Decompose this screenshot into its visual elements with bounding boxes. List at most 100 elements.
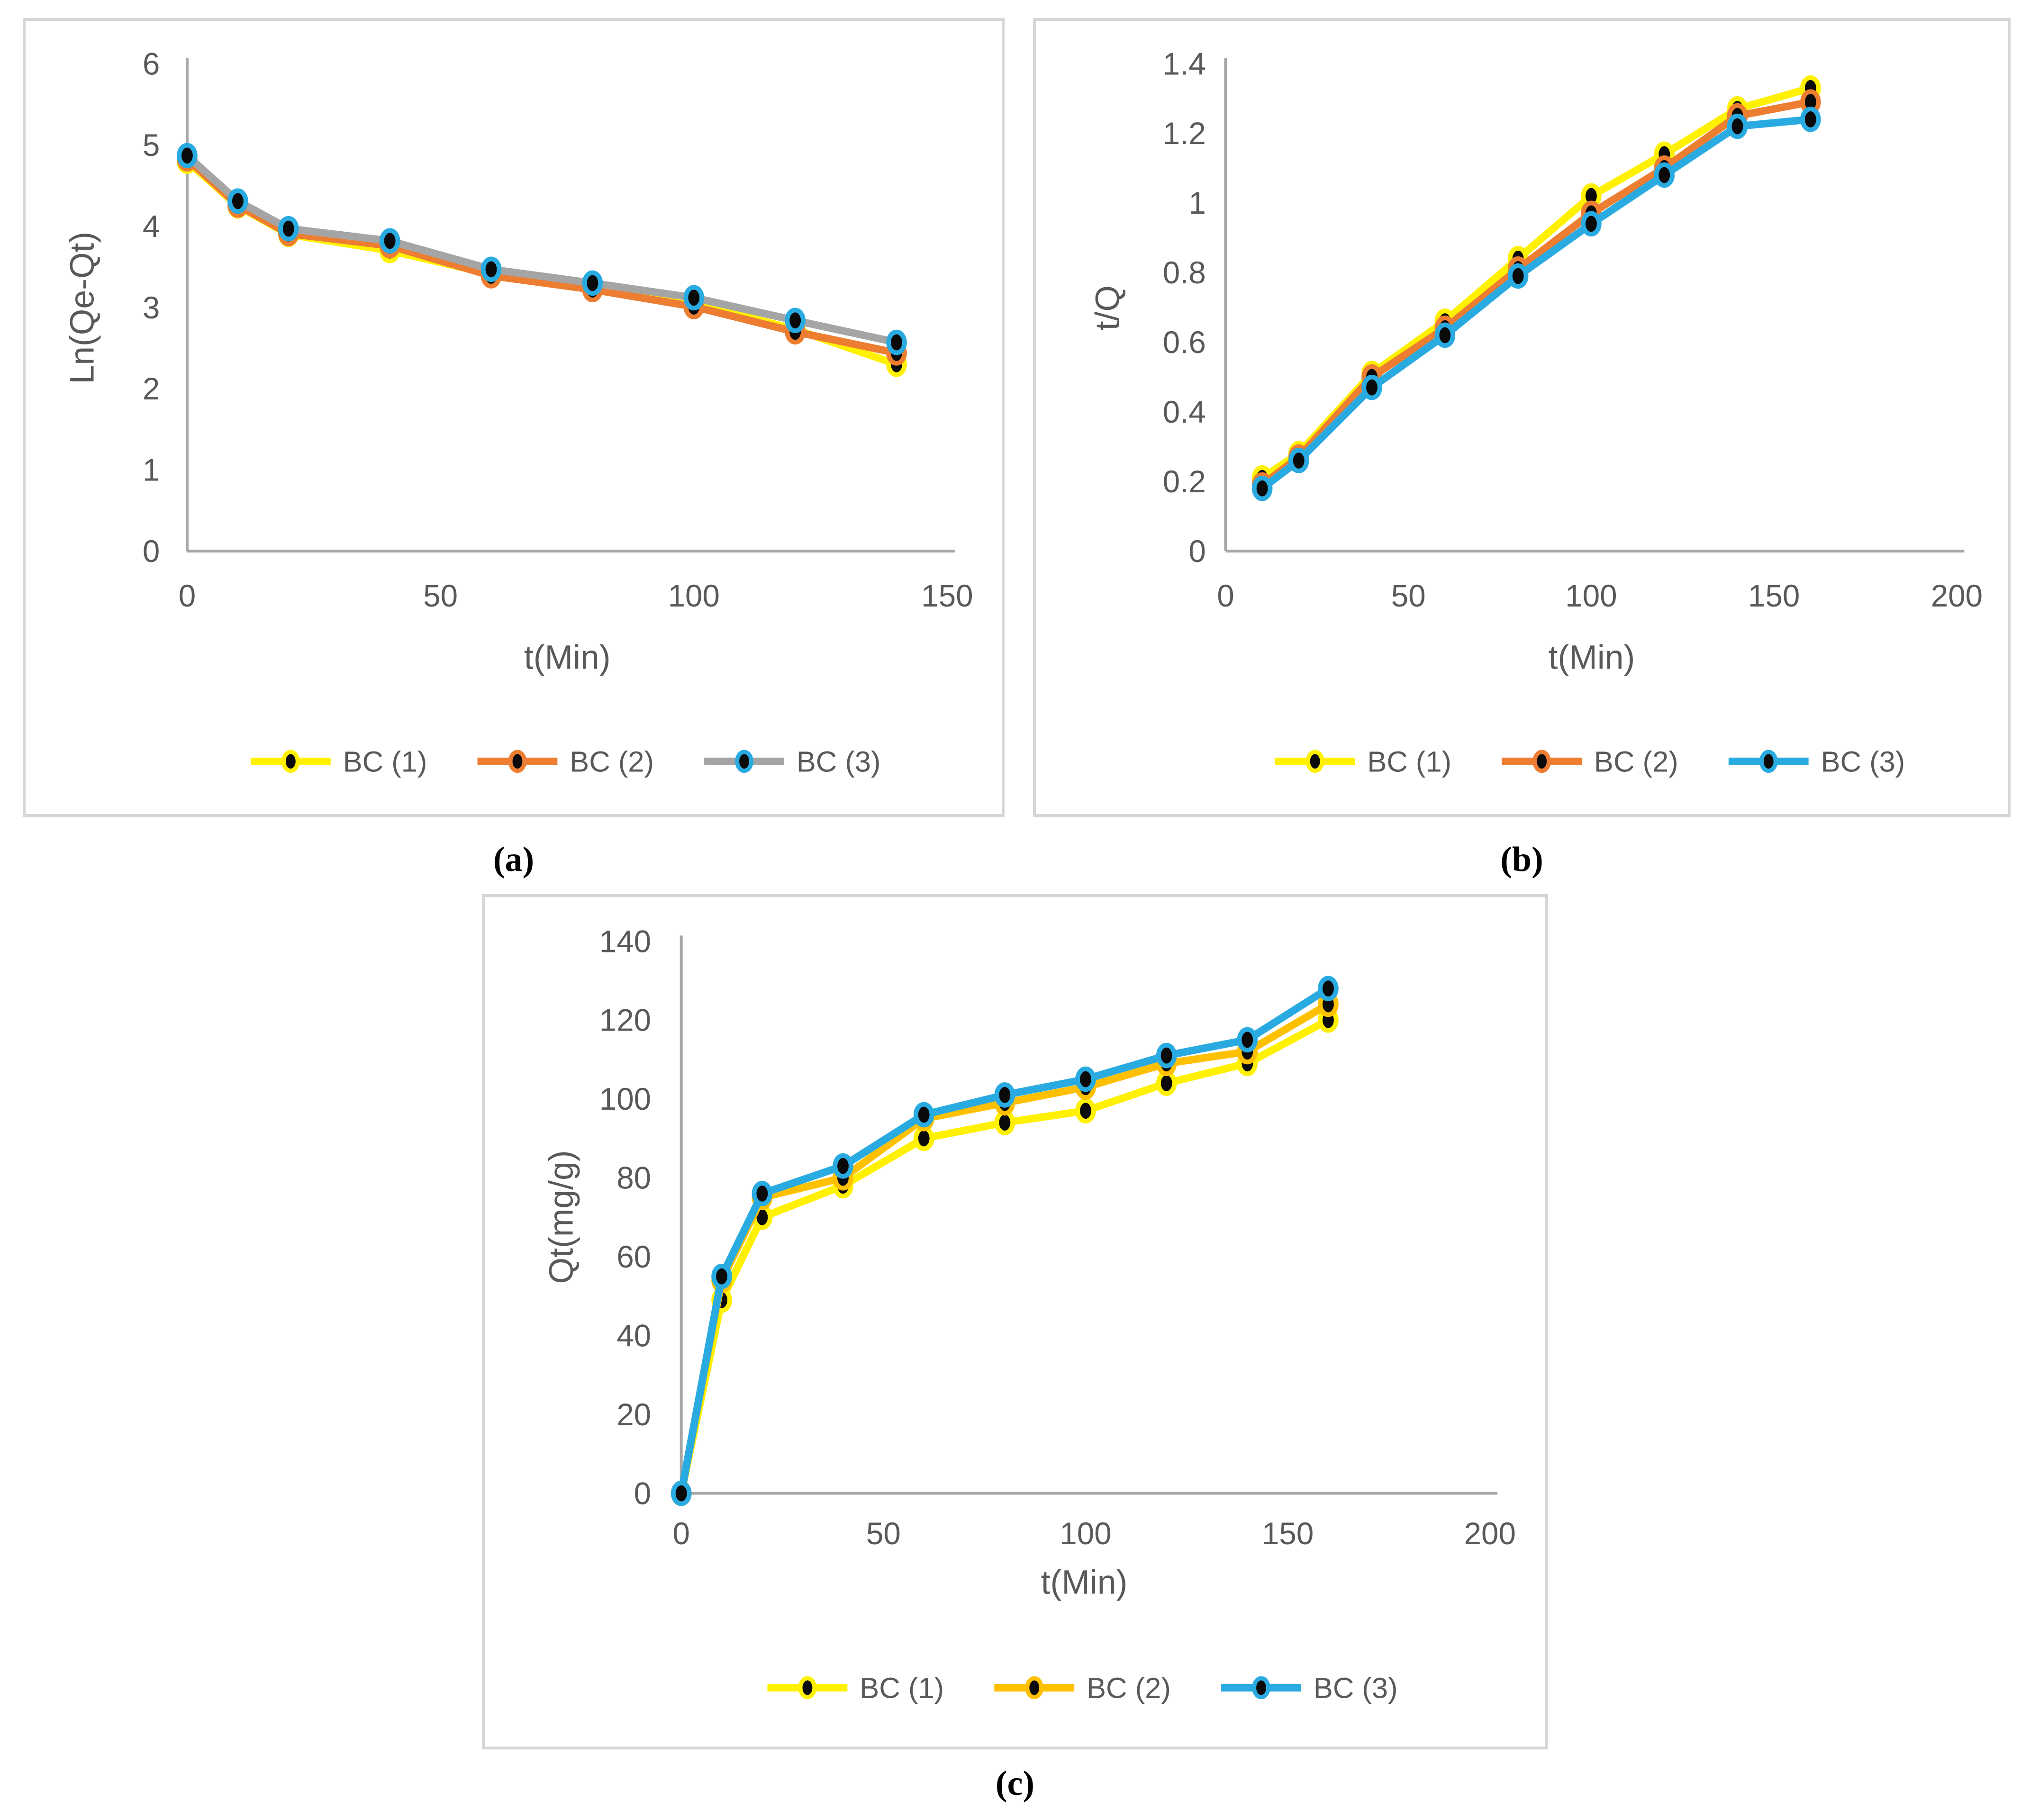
y-tick-label: 120 bbox=[599, 1003, 651, 1038]
y-tick-label: 1 bbox=[1188, 186, 1205, 220]
legend-entry-bc-3-: BC (3) bbox=[1221, 1672, 1398, 1704]
legend-entry-bc-2-: BC (2) bbox=[1502, 745, 1678, 778]
panel-b-chart: 0 0.2 0.4 0.6 0.8 1 1.2 1.4 0 50 100 150 200 t/Q t(Min… bbox=[1033, 18, 2011, 817]
y-tick-label: 20 bbox=[616, 1397, 651, 1432]
legend-label: BC (3) bbox=[1314, 1672, 1398, 1704]
data-point-marker bbox=[1727, 113, 1748, 139]
y-tick-label: 3 bbox=[143, 290, 160, 325]
legend-marker bbox=[1305, 750, 1324, 773]
panel-label-b: (b) bbox=[1500, 840, 1543, 879]
y-tick-label: 5 bbox=[143, 128, 160, 163]
legend-marker bbox=[508, 750, 527, 773]
x-tick-label: 0 bbox=[179, 579, 196, 613]
y-tick-label: 0.8 bbox=[1163, 255, 1206, 290]
data-point-marker bbox=[1318, 976, 1339, 1002]
data-point-marker bbox=[1507, 263, 1529, 289]
data-point-marker bbox=[752, 1181, 773, 1206]
data-point-marker bbox=[177, 143, 198, 169]
y-tick-label: 0 bbox=[143, 534, 160, 569]
data-point-marker bbox=[1434, 322, 1456, 348]
data-point-marker bbox=[683, 285, 705, 311]
data-point-marker bbox=[278, 216, 299, 242]
x-tick-label: 150 bbox=[1262, 1516, 1314, 1551]
data-point-marker bbox=[1237, 1027, 1258, 1053]
y-tick-label: 0.2 bbox=[1163, 464, 1206, 499]
data-point-marker bbox=[785, 308, 806, 334]
y-tick-label: 0 bbox=[1188, 534, 1205, 569]
legend-entry-bc-2-: BC (2) bbox=[994, 1672, 1171, 1704]
data-point-marker bbox=[1075, 1098, 1096, 1124]
axes-b: 0 0.2 0.4 0.6 0.8 1 1.2 1.4 0 50 100 150 200 t/Q t(Min… bbox=[1088, 46, 1983, 676]
legend-a: BC (1) BC (2) BC (3) bbox=[250, 745, 881, 778]
legend-label: BC (2) bbox=[1594, 745, 1678, 778]
data-point-marker bbox=[994, 1082, 1015, 1108]
x-tick-label: 100 bbox=[1060, 1516, 1111, 1551]
y-tick-label: 100 bbox=[599, 1082, 651, 1116]
x-tick-label: 100 bbox=[668, 579, 720, 613]
axes-a: 0 1 2 3 4 5 6 0 50 100 150 Ln(Qe-Qt) t(Min) bbox=[63, 47, 973, 677]
y-axis-title: t/Q bbox=[1088, 285, 1126, 330]
y-tick-label: 1 bbox=[143, 453, 160, 488]
panel-label-c: (c) bbox=[995, 1764, 1035, 1803]
legend-marker bbox=[1759, 750, 1778, 773]
legend-label: BC (1) bbox=[343, 745, 427, 778]
legend-marker bbox=[1252, 1676, 1270, 1700]
data-point-marker bbox=[913, 1102, 934, 1128]
x-axis-title: t(Min) bbox=[1041, 1563, 1128, 1601]
series-b-2 bbox=[1251, 89, 1821, 498]
series-line bbox=[1258, 115, 1814, 492]
series-b-1 bbox=[1251, 75, 1821, 491]
y-tick-label: 60 bbox=[616, 1240, 651, 1274]
data-point-marker bbox=[1075, 1066, 1096, 1092]
data-point-marker bbox=[1581, 211, 1602, 237]
data-point-marker bbox=[227, 188, 248, 214]
legend-b: BC (1) BC (2) BC (3) bbox=[1275, 745, 1905, 778]
data-point-marker bbox=[1156, 1042, 1177, 1068]
legend-label: BC (1) bbox=[1367, 745, 1451, 778]
panel-c-chart: 0 20 40 60 80 100 120 140 0 50 100 150 200 Qt(mg/g) t(… bbox=[482, 894, 1548, 1749]
data-point-marker bbox=[886, 329, 907, 355]
y-tick-label: 0.6 bbox=[1163, 325, 1206, 360]
data-point-marker bbox=[1361, 374, 1382, 400]
data-point-marker bbox=[1288, 448, 1309, 473]
data-point-marker bbox=[1251, 475, 1273, 501]
legend-entry-bc-3-: BC (3) bbox=[1728, 745, 1905, 778]
x-tick-label: 150 bbox=[921, 579, 973, 613]
y-tick-label: 1.2 bbox=[1163, 116, 1206, 151]
legend-label: BC (3) bbox=[1821, 745, 1905, 778]
panel-a-chart: 0 1 2 3 4 5 6 0 50 100 150 Ln(Qe-Qt) t(Min) BC (1) BC … bbox=[23, 18, 1005, 817]
legend-marker bbox=[1025, 1676, 1044, 1700]
series-a-3 bbox=[177, 143, 907, 355]
y-axis-title: Qt(mg/g) bbox=[542, 1150, 580, 1284]
legend-c: BC (1) BC (2) BC (3) bbox=[767, 1672, 1398, 1704]
series-line bbox=[677, 1016, 1332, 1497]
legend-marker bbox=[1532, 750, 1551, 773]
y-tick-label: 40 bbox=[616, 1319, 651, 1353]
series-c-3 bbox=[671, 976, 1339, 1506]
y-tick-label: 0.4 bbox=[1163, 395, 1206, 429]
series-b-3 bbox=[1251, 107, 1821, 501]
data-point-marker bbox=[582, 270, 603, 296]
x-tick-label: 150 bbox=[1748, 579, 1800, 613]
data-point-marker bbox=[833, 1153, 853, 1179]
data-point-marker bbox=[1800, 107, 1821, 132]
x-tick-label: 200 bbox=[1464, 1516, 1516, 1551]
data-point-marker bbox=[1654, 162, 1675, 188]
axes-c: 0 20 40 60 80 100 120 140 0 50 100 150 200 Qt(mg/g) t(… bbox=[542, 924, 1516, 1601]
legend-entry-bc-1-: BC (1) bbox=[767, 1672, 944, 1704]
legend-marker bbox=[281, 750, 300, 773]
x-axis-title: t(Min) bbox=[524, 638, 611, 676]
x-tick-label: 0 bbox=[1217, 579, 1234, 613]
series-c-2 bbox=[671, 991, 1339, 1506]
legend-entry-bc-1-: BC (1) bbox=[1275, 745, 1451, 778]
chart-b-svg: 0 0.2 0.4 0.6 0.8 1 1.2 1.4 0 50 100 150 200 t/Q t(Min… bbox=[1088, 46, 1983, 778]
y-tick-label: 2 bbox=[143, 371, 160, 406]
x-tick-label: 50 bbox=[423, 579, 458, 613]
x-tick-label: 50 bbox=[1391, 579, 1426, 613]
y-tick-label: 140 bbox=[599, 924, 651, 959]
series-line bbox=[1258, 98, 1814, 489]
chart-c-svg: 0 20 40 60 80 100 120 140 0 50 100 150 200 Qt(mg/g) t(… bbox=[542, 924, 1516, 1704]
x-tick-label: 200 bbox=[1931, 579, 1983, 613]
data-point-marker bbox=[480, 256, 502, 282]
data-point-marker bbox=[379, 228, 400, 254]
